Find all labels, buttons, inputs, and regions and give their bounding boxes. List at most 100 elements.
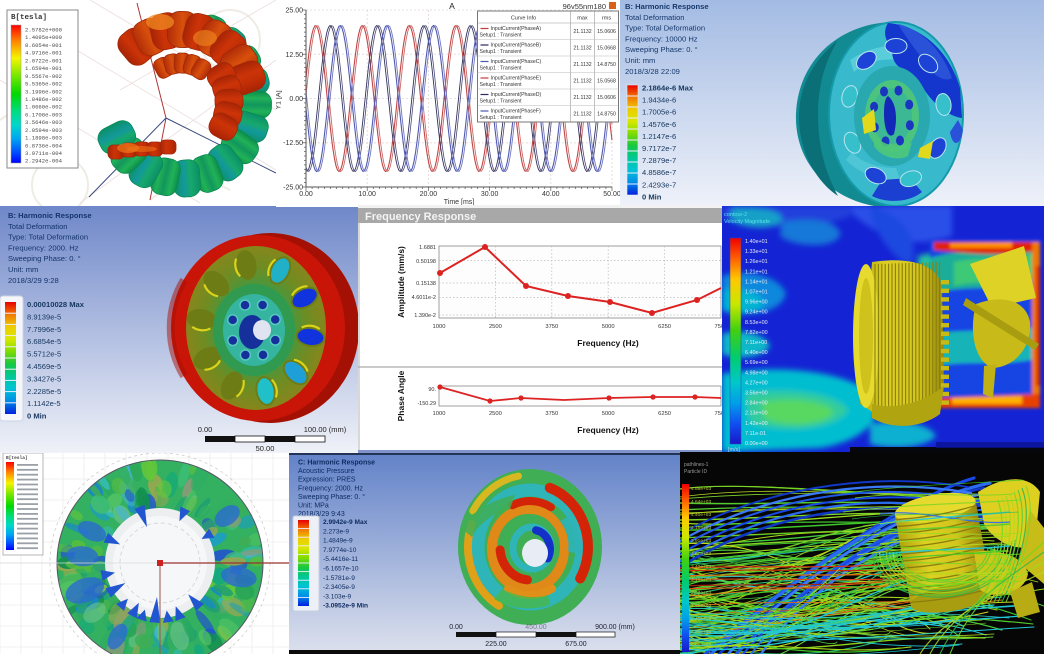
svg-text:-3.103e-9: -3.103e-9 [323, 593, 352, 600]
svg-text:3750: 3750 [545, 324, 558, 330]
svg-text:5.5712e-5: 5.5712e-5 [27, 350, 61, 359]
svg-text:InputCurrent(PhaseC): InputCurrent(PhaseC) [491, 59, 542, 65]
svg-text:4.40e+03: 4.40e+03 [691, 512, 711, 518]
svg-text:InputCurrent(PhaseE): InputCurrent(PhaseE) [491, 76, 542, 82]
svg-text:21.1132: 21.1132 [573, 29, 591, 35]
svg-text:B: Harmonic Response: B: Harmonic Response [625, 2, 709, 11]
svg-text:-25.00: -25.00 [283, 185, 303, 192]
svg-text:InputCurrent(PhaseA): InputCurrent(PhaseA) [491, 26, 542, 32]
svg-text:Frequency (Hz): Frequency (Hz) [577, 425, 639, 435]
svg-text:B[tesla]: B[tesla] [11, 14, 47, 22]
svg-text:Acoustic Pressure: Acoustic Pressure [298, 468, 355, 475]
svg-text:1.7005e-6: 1.7005e-6 [642, 108, 676, 117]
svg-text:2500: 2500 [489, 411, 502, 417]
svg-text:100.00 (mm): 100.00 (mm) [304, 425, 347, 434]
svg-text:3.56e+00: 3.56e+00 [745, 391, 768, 397]
svg-text:Velocity Magnitude: Velocity Magnitude [724, 219, 770, 225]
svg-text:5.69e+00: 5.69e+00 [745, 360, 768, 366]
svg-text:21.1132: 21.1132 [573, 112, 591, 118]
svg-text:Total Deformation: Total Deformation [625, 13, 685, 22]
svg-text:Y1 [A]: Y1 [A] [276, 90, 283, 109]
svg-text:1.2147e-6: 1.2147e-6 [642, 132, 676, 141]
svg-text:-150.29: -150.29 [417, 401, 436, 407]
svg-text:6.1708e-003: 6.1708e-003 [25, 111, 62, 118]
svg-text:6.40e+00: 6.40e+00 [745, 350, 768, 356]
svg-text:-5.4416e-11: -5.4416e-11 [323, 556, 358, 563]
svg-text:40.00: 40.00 [542, 191, 560, 198]
svg-text:2.273e-9: 2.273e-9 [323, 528, 349, 535]
svg-text:0.00: 0.00 [449, 624, 463, 631]
svg-text:2.4293e-7: 2.4293e-7 [642, 180, 676, 189]
svg-text:1.07e+01: 1.07e+01 [745, 290, 768, 296]
svg-text:Amplitude (mm/s): Amplitude (mm/s) [396, 246, 406, 318]
svg-text:Time [ms]: Time [ms] [444, 199, 475, 206]
svg-text:21.1132: 21.1132 [573, 62, 591, 68]
svg-text:50.00: 50.00 [603, 191, 620, 198]
svg-text:contour-2: contour-2 [724, 212, 747, 218]
svg-text:10.00: 10.00 [358, 191, 376, 198]
svg-text:675.00: 675.00 [565, 641, 587, 648]
svg-text:21.1132: 21.1132 [573, 46, 591, 52]
svg-text:1.8486e-002: 1.8486e-002 [25, 96, 62, 103]
svg-text:Sweeping Phase: 0. °: Sweeping Phase: 0. ° [298, 493, 365, 501]
svg-text:4.16e+03: 4.16e+03 [691, 525, 711, 531]
svg-text:7.2879e-7: 7.2879e-7 [642, 156, 676, 165]
svg-text:Setup1 : Transient: Setup1 : Transient [480, 99, 523, 105]
svg-text:3.42e+03: 3.42e+03 [691, 564, 711, 570]
svg-text:Unit: MPa: Unit: MPa [298, 503, 329, 510]
svg-text:Sweeping Phase: 0. °: Sweeping Phase: 0. ° [8, 254, 81, 263]
svg-text:Setup1 : Transient: Setup1 : Transient [480, 115, 523, 121]
svg-text:InputCurrent(PhaseB): InputCurrent(PhaseB) [491, 43, 542, 49]
svg-text:7.7996e-5: 7.7996e-5 [27, 325, 61, 334]
svg-text:8.53e+00: 8.53e+00 [745, 320, 768, 326]
svg-text:1.1898e-003: 1.1898e-003 [25, 135, 62, 142]
svg-text:Total Deformation: Total Deformation [8, 222, 68, 231]
svg-text:7.11e+00: 7.11e+00 [745, 340, 767, 346]
svg-text:8.9139e-5: 8.9139e-5 [27, 312, 61, 321]
svg-text:Expression: PRES: Expression: PRES [298, 477, 356, 484]
svg-text:4.27e+00: 4.27e+00 [745, 380, 768, 386]
svg-text:1.40e+01: 1.40e+01 [745, 239, 768, 245]
svg-text:900.00 (mm): 900.00 (mm) [595, 624, 635, 631]
svg-text:8.6054e-001: 8.6054e-001 [25, 42, 63, 49]
svg-text:14.8750: 14.8750 [597, 112, 616, 118]
svg-text:6.8736e-004: 6.8736e-004 [25, 142, 63, 149]
svg-text:15.0668: 15.0668 [597, 46, 616, 52]
svg-text:225.00: 225.00 [485, 641, 507, 648]
svg-text:2.84e+00: 2.84e+00 [745, 401, 768, 407]
svg-text:2.20e+03: 2.20e+03 [691, 629, 711, 635]
svg-text:4.9716e-001: 4.9716e-001 [25, 50, 63, 57]
svg-text:9.24e+00: 9.24e+00 [745, 310, 768, 316]
svg-text:3.1996e-002: 3.1996e-002 [25, 88, 62, 95]
svg-text:9.5567e-002: 9.5567e-002 [25, 73, 62, 80]
svg-text:12.50: 12.50 [285, 52, 303, 59]
svg-text:2.2942e-004: 2.2942e-004 [25, 158, 63, 165]
svg-text:50.00: 50.00 [256, 444, 275, 453]
svg-text:[m/s]: [m/s] [728, 447, 740, 452]
svg-text:7.9774e-10: 7.9774e-10 [323, 547, 357, 554]
svg-text:0.15138: 0.15138 [416, 281, 436, 287]
svg-text:-1.5781e-9: -1.5781e-9 [323, 575, 355, 582]
svg-text:25.00: 25.00 [285, 8, 303, 15]
svg-text:1.4576e-6: 1.4576e-6 [642, 120, 676, 129]
svg-text:Phase Angle: Phase Angle [396, 370, 406, 421]
svg-text:21.1132: 21.1132 [573, 79, 591, 85]
svg-text:7500: 7500 [715, 324, 722, 330]
svg-text:3.91e+03: 3.91e+03 [691, 538, 711, 544]
svg-text:Frequency: 2000. Hz: Frequency: 2000. Hz [8, 243, 79, 252]
svg-text:0.00010028 Max: 0.00010028 Max [27, 300, 85, 309]
svg-text:5.5365e-002: 5.5365e-002 [25, 81, 62, 88]
svg-text:2.5782e+000: 2.5782e+000 [25, 27, 63, 34]
svg-text:15.0606: 15.0606 [597, 29, 616, 35]
svg-text:Particle ID: Particle ID [684, 469, 707, 475]
svg-text:Type: Total Deformation: Type: Total Deformation [8, 233, 88, 242]
svg-text:Frequency: 10000 Hz: Frequency: 10000 Hz [625, 34, 698, 43]
svg-text:-12.50: -12.50 [283, 140, 303, 147]
svg-text:C: Harmonic Response: C: Harmonic Response [298, 460, 375, 467]
svg-text:2.2285e-5: 2.2285e-5 [27, 387, 61, 396]
svg-text:20.00: 20.00 [420, 191, 438, 198]
svg-text:4.88e+03: 4.88e+03 [691, 486, 711, 492]
svg-text:0.00: 0.00 [198, 425, 213, 434]
svg-text:2.0722e-001: 2.0722e-001 [25, 57, 63, 64]
svg-text:15.0568: 15.0568 [597, 79, 616, 85]
